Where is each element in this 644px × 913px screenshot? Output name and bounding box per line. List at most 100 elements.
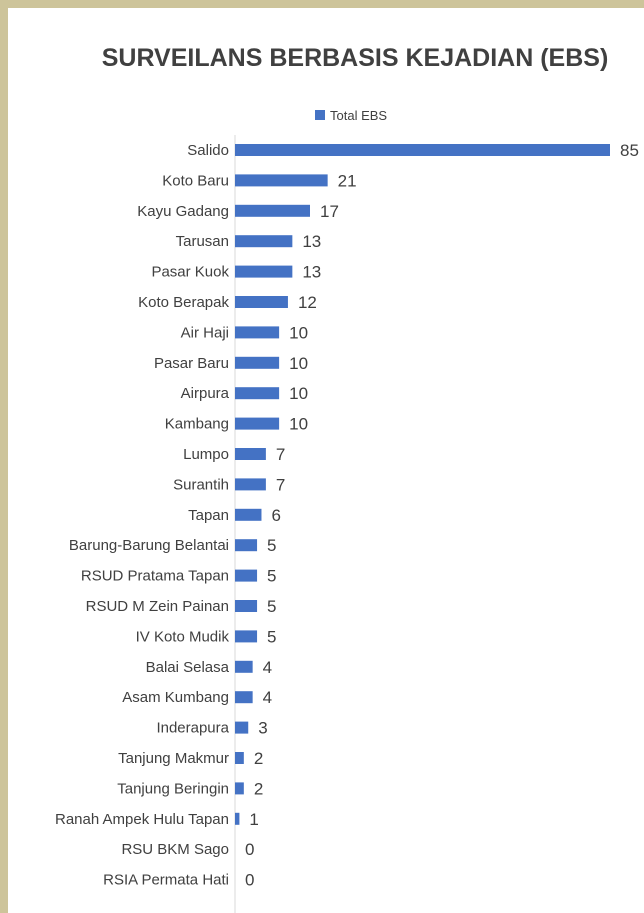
category-label: Balai Selasa — [146, 659, 230, 676]
bar-row: IV Koto Mudik 5 — [136, 627, 277, 646]
data-label: 4 — [263, 658, 272, 677]
bar-row: Salido 85 — [187, 141, 639, 160]
category-label: Surantih — [173, 476, 229, 493]
category-label: RSU BKM Sago — [121, 841, 229, 858]
bar — [235, 508, 262, 521]
data-label: 6 — [271, 506, 280, 525]
category-label: Koto Berapak — [138, 294, 229, 311]
bar — [235, 417, 280, 430]
category-label: IV Koto Mudik — [136, 628, 230, 645]
category-label: Koto Baru — [162, 172, 229, 189]
bar-row: Ranah Ampek Hulu Tapan 1 — [55, 810, 259, 829]
bar-row: Tanjung Beringin 2 — [117, 779, 263, 798]
bar-row: Kambang 10 — [165, 415, 308, 434]
bar-row: Pasar Baru 10 — [154, 354, 308, 373]
bar — [235, 539, 258, 552]
bar-row: Koto Berapak 12 — [138, 293, 317, 312]
bar-chart: SURVEILANS BERBASIS KEJADIAN (EBS) Total… — [55, 44, 639, 913]
data-label: 12 — [298, 293, 317, 312]
data-label: 7 — [276, 475, 285, 494]
bar — [235, 387, 280, 400]
category-label: Asam Kumbang — [122, 689, 229, 706]
data-label: 5 — [267, 536, 276, 555]
bar-row: RSU BKM Sago 0 — [121, 840, 254, 859]
bar — [235, 356, 280, 369]
bar — [235, 630, 258, 643]
bar — [235, 174, 328, 187]
bar-row: Inderapura 3 — [156, 719, 267, 738]
bar-row: Koto Baru 21 — [162, 171, 356, 190]
bar-row: Lumpo 7 — [183, 445, 285, 464]
data-label: 85 — [620, 141, 639, 160]
category-label: Pasar Baru — [154, 355, 229, 372]
data-label: 2 — [254, 749, 263, 768]
data-label: 10 — [289, 323, 308, 342]
chart-area: SURVEILANS BERBASIS KEJADIAN (EBS) Total… — [8, 8, 644, 913]
bar — [235, 478, 266, 491]
bar-row: Tarusan 13 — [176, 232, 322, 251]
bar-row: Tanjung Makmur 2 — [118, 749, 263, 768]
legend-label: Total EBS — [330, 108, 387, 123]
data-label: 10 — [289, 384, 308, 403]
data-label: 13 — [302, 263, 321, 282]
bar — [235, 812, 240, 825]
category-label: Barung-Barung Belantai — [69, 537, 229, 554]
bar-row: Balai Selasa 4 — [146, 658, 273, 677]
bar-row: Pasar Kuok 13 — [151, 263, 321, 282]
data-label: 13 — [302, 232, 321, 251]
bar-row: Tapan 6 — [188, 506, 281, 525]
bar — [235, 752, 244, 764]
category-label: Ranah Ampek Hulu Tapan — [55, 811, 229, 828]
bar — [235, 204, 310, 217]
data-label: 1 — [249, 810, 258, 829]
bar-row: Air Haji 10 — [181, 323, 308, 342]
category-label: Air Haji — [181, 324, 229, 341]
bar — [235, 569, 258, 582]
category-label: Lumpo — [183, 446, 229, 463]
bar-row: RSUD Pratama Tapan 5 — [81, 567, 277, 586]
bar — [235, 296, 288, 308]
data-label: 21 — [338, 171, 357, 190]
bar — [235, 782, 244, 795]
data-label: 4 — [263, 688, 272, 707]
data-label: 2 — [254, 779, 263, 798]
category-label: Salido — [187, 142, 229, 159]
category-label: Tanjung Beringin — [117, 780, 229, 797]
category-label: RSIA Permata Hati — [103, 872, 229, 889]
data-label: 10 — [289, 415, 308, 434]
data-label: 0 — [245, 840, 254, 859]
legend-swatch — [315, 110, 325, 120]
category-label: RSUD M Zein Painan — [86, 598, 229, 615]
data-label: 7 — [276, 445, 285, 464]
category-label: Kayu Gadang — [137, 203, 229, 220]
chart-title: SURVEILANS BERBASIS KEJADIAN (EBS) — [102, 44, 609, 72]
bar — [235, 600, 258, 612]
bar-row: Barung-Barung Belantai 5 — [69, 536, 277, 555]
category-label: Kambang — [165, 416, 229, 433]
bar — [235, 326, 280, 339]
bar — [235, 144, 610, 156]
data-label: 5 — [267, 627, 276, 646]
bar — [235, 691, 253, 704]
bar-row: RSUD M Zein Painan 5 — [86, 597, 277, 616]
bar-row: Surantih 7 — [173, 475, 285, 494]
category-label: Inderapura — [156, 720, 229, 737]
data-label: 0 — [245, 871, 254, 890]
category-label: Tanjung Makmur — [118, 750, 229, 767]
category-label: Tapan — [188, 507, 229, 524]
bar-row: Airpura 10 — [181, 384, 308, 403]
legend: Total EBS — [315, 108, 387, 123]
bar — [235, 660, 253, 673]
data-label: 17 — [320, 202, 339, 221]
data-label: 5 — [267, 567, 276, 586]
category-label: Pasar Kuok — [151, 264, 229, 281]
category-label: RSUD Pratama Tapan — [81, 568, 229, 585]
category-label: Tarusan — [176, 233, 229, 250]
bar — [235, 448, 266, 460]
bar-row: RSIA Permata Hati 0 — [103, 871, 254, 890]
data-label: 5 — [267, 597, 276, 616]
category-label: Airpura — [181, 385, 230, 402]
data-label: 3 — [258, 719, 267, 738]
bar — [235, 265, 293, 278]
bar — [235, 235, 293, 248]
